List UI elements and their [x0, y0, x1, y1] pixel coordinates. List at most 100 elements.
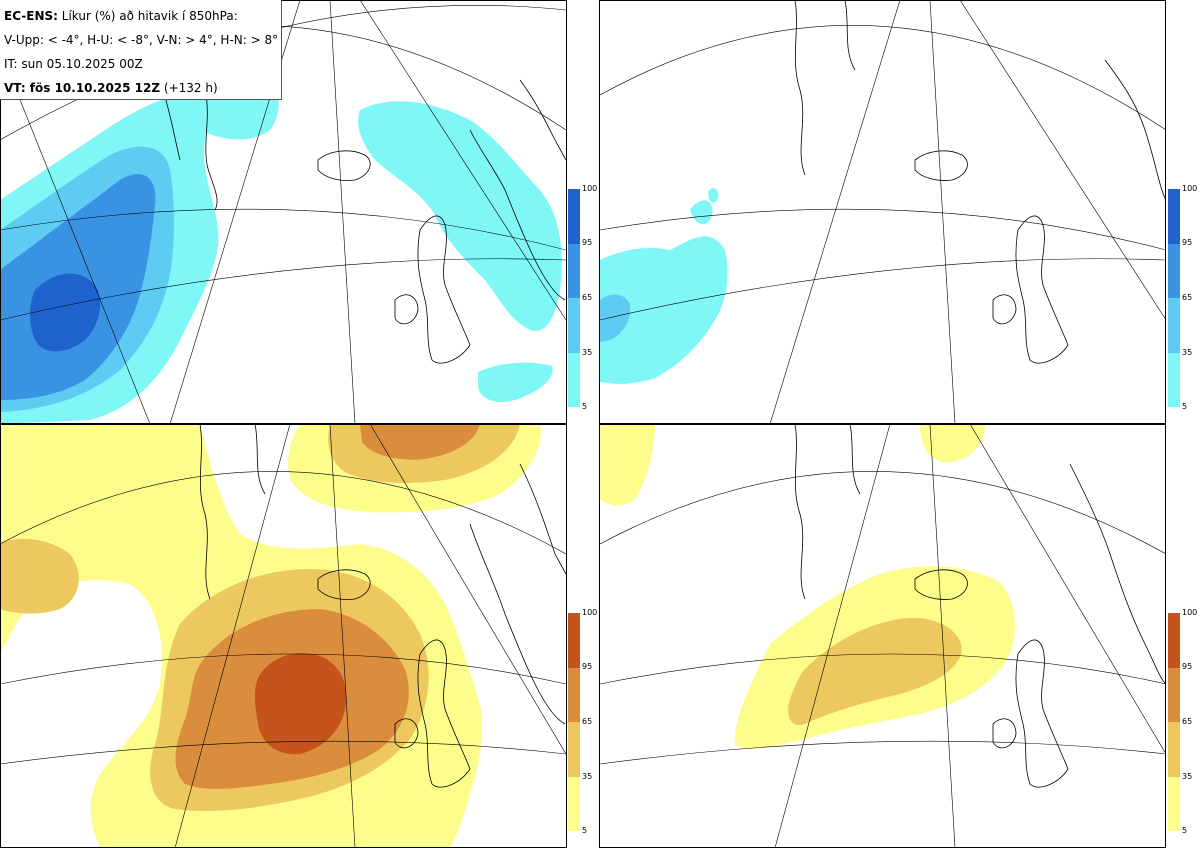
britain-coastline: [992, 215, 1069, 364]
probability-area-5: [478, 362, 553, 403]
title-prefix: EC-ENS:: [4, 9, 58, 23]
iceland-coastline: [914, 150, 968, 181]
colorbar-tick: 100: [582, 608, 598, 617]
colorbar-segment: [568, 189, 580, 244]
colorbar-h-n: 100 95 65 35 5: [1168, 609, 1197, 835]
latitude-circle: [600, 471, 1166, 555]
colorbar-segment: [1168, 243, 1180, 298]
colorbar-h-u: 100 95 65 35 5: [1168, 185, 1197, 411]
scandinavia-coastline: [469, 79, 566, 301]
longitude-meridian: [329, 0, 356, 424]
colorbar-tick: 5: [582, 402, 588, 411]
chart-title: EC-ENS: Líkur (%) að hitavik í 850hPa:: [4, 4, 281, 28]
latitude-circle: [0, 653, 566, 685]
colorbar-segment: [568, 352, 580, 407]
forecast-lead: (+132 h): [160, 81, 218, 95]
latitude-circle: [0, 471, 566, 555]
britain-coastline: [394, 215, 471, 364]
probability-area-5: [920, 424, 986, 463]
greenland-coastline: [794, 424, 861, 600]
colorbar-tick: 100: [1182, 608, 1198, 617]
colorbar-segment: [568, 298, 580, 353]
colorbar-tick: 35: [582, 772, 593, 781]
colorbar-v-n: 100 95 65 35 5: [568, 609, 597, 835]
probability-area-5: [600, 424, 655, 506]
colorbar-segment: [1168, 667, 1180, 722]
init-time: IT: sun 05.10.2025 00Z: [4, 57, 143, 71]
colorbar-tick: 65: [582, 717, 593, 726]
colorbar-segment: [1168, 352, 1180, 407]
longitude-meridian: [959, 0, 1166, 321]
scandinavia-coastline: [469, 463, 566, 725]
colorbar-tick: 5: [1182, 402, 1188, 411]
longitude-meridian: [769, 0, 901, 424]
colorbar-tick: 65: [1182, 717, 1193, 726]
colorbar-segment: [568, 243, 580, 298]
title-text: Líkur (%) að hitavik í 850hPa:: [57, 9, 238, 23]
map-h-n: [600, 424, 1166, 848]
probability-area-65: [360, 424, 480, 460]
latitude-circle: [0, 740, 566, 765]
probability-area-95: [30, 273, 101, 352]
probability-area-5: [690, 200, 713, 225]
colorbar-tick: 35: [1182, 348, 1193, 357]
colorbar-tick: 65: [1182, 293, 1193, 302]
probability-area-35: [788, 618, 962, 725]
colorbar-tick: 100: [582, 184, 598, 193]
colorbar-tick: 95: [1182, 238, 1193, 247]
latitude-circle: [600, 653, 1166, 685]
probability-area-5: [708, 188, 719, 203]
colorbar-v-upp: 100 95 65 35 5: [568, 185, 597, 411]
latitude-circle: [0, 258, 566, 321]
latitude-circle: [600, 740, 1166, 765]
latitude-circle: [600, 208, 1166, 251]
map-v-n: [0, 424, 566, 848]
longitude-meridian: [929, 0, 956, 424]
iceland-coastline: [317, 150, 371, 181]
latitude-circle: [600, 258, 1166, 321]
probability-area-35: [0, 538, 79, 614]
longitude-meridian: [969, 424, 1166, 755]
iceland-coastline: [914, 569, 968, 600]
longitude-meridian: [774, 424, 891, 848]
scandinavia-coastline: [1069, 463, 1166, 685]
colorbar-segment: [568, 776, 580, 831]
map-panel-h-u: [600, 0, 1166, 424]
colorbar-tick: 35: [1182, 772, 1193, 781]
colorbar-segment: [1168, 189, 1180, 244]
colorbar-segment: [568, 613, 580, 668]
greenland-coastline: [794, 0, 856, 176]
valid-time-label: VT: fös 10.10.2025 12Z: [4, 81, 161, 95]
colorbar-segment: [1168, 722, 1180, 777]
britain-coastline: [394, 639, 471, 788]
iceland-coastline: [317, 569, 371, 600]
colorbar-tick: 5: [1182, 826, 1188, 835]
colorbar-segment: [1168, 613, 1180, 668]
map-panel-h-n: [600, 424, 1166, 848]
colorbar-segment: [568, 722, 580, 777]
longitude-meridian: [929, 424, 956, 848]
latitude-circle: [0, 208, 566, 251]
colorbar-segment: [1168, 298, 1180, 353]
colorbar-tick: 95: [582, 662, 593, 671]
threshold-legend: V-Upp: < -4°, H-U: < -8°, V-N: > 4°, H-N…: [4, 33, 279, 47]
greenland-coastline: [199, 424, 266, 600]
map-panel-v-n: [0, 424, 566, 848]
valid-time: VT: fös 10.10.2025 12Z (+132 h): [4, 76, 281, 100]
probability-area-35: [600, 294, 631, 342]
longitude-meridian: [174, 424, 291, 848]
colorbar-tick: 5: [582, 826, 588, 835]
latitude-circle: [600, 25, 1166, 131]
longitude-meridian: [329, 424, 356, 848]
britain-coastline: [992, 639, 1069, 788]
colorbar-segment: [1168, 776, 1180, 831]
probability-area-5: [358, 101, 562, 331]
map-h-u: [600, 0, 1166, 424]
colorbar-tick: 95: [1182, 662, 1193, 671]
longitude-meridian: [369, 424, 566, 755]
probability-area-95: [254, 653, 347, 755]
colorbar-tick: 65: [582, 293, 593, 302]
info-legend-box: EC-ENS: Líkur (%) að hitavik í 850hPa: V…: [0, 0, 282, 100]
probability-area-5: [600, 236, 728, 384]
colorbar-tick: 95: [582, 238, 593, 247]
